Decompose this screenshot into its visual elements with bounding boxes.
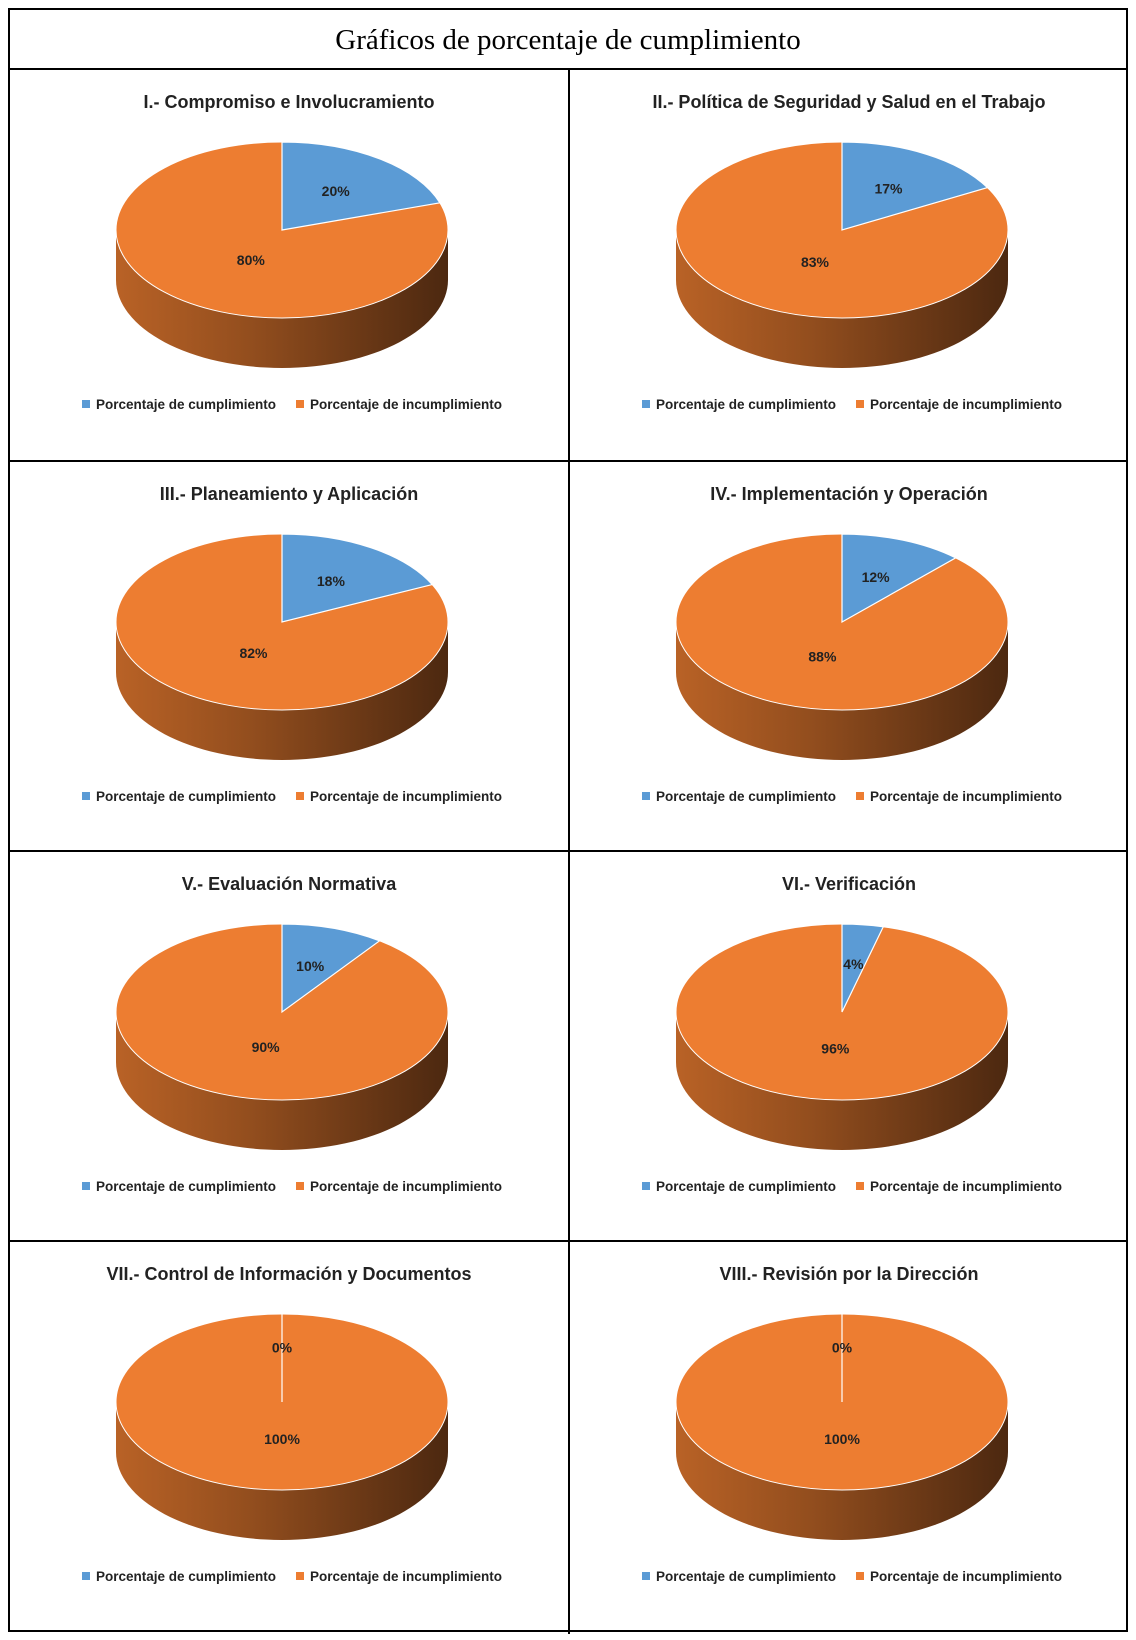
legend-swatch-incumplimiento [296, 792, 304, 800]
pie-slice-cumplimiento [841, 141, 989, 231]
legend-label-cumplimiento: Porcentaje de cumplimiento [656, 789, 836, 804]
legend-label-cumplimiento: Porcentaje de cumplimiento [96, 789, 276, 804]
pie-slice-cumplimiento [841, 533, 957, 624]
slice-label-cumplimiento: 12% [862, 569, 891, 585]
legend-label-incumplimiento: Porcentaje de incumplimiento [310, 1179, 502, 1194]
grid-divider-row-3 [10, 1240, 1126, 1242]
slice-label-incumplimiento: 90% [252, 1039, 281, 1055]
legend-swatch-incumplimiento [856, 792, 864, 800]
legend-swatch-cumplimiento [82, 400, 90, 408]
chart-title: III.- Planeamiento y Aplicación [160, 484, 418, 504]
legend-label-cumplimiento: Porcentaje de cumplimiento [96, 1569, 276, 1584]
chart-title: II.- Política de Seguridad y Salud en el… [652, 92, 1045, 112]
pie-chart-4: IV.- Implementación y Operación 12% 88% Por… [642, 484, 1062, 804]
legend-swatch-cumplimiento [642, 792, 650, 800]
chart-cell-5: V.- Evaluación Normativa 10% 90% Porcentaje… [10, 852, 568, 1242]
slice-label-cumplimiento: 17% [874, 180, 903, 196]
legend-swatch-incumplimiento [856, 1572, 864, 1580]
legend-swatch-cumplimiento [82, 1572, 90, 1580]
legend-swatch-cumplimiento [642, 1572, 650, 1580]
slice-label-incumplimiento: 100% [264, 1431, 300, 1447]
page-title: Gráficos de porcentaje de cumplimiento [10, 10, 1126, 70]
slice-label-cumplimiento: 0% [272, 1339, 293, 1355]
chart-cell-1: I.- Compromiso e Involucramiento 20% 80% Po… [10, 70, 568, 460]
legend-swatch-cumplimiento [82, 1182, 90, 1190]
pie-slice-cumplimiento [281, 533, 434, 623]
pie-chart-7: VII.- Control de Información y Documento… [82, 1264, 502, 1584]
legend-label-cumplimiento: Porcentaje de cumplimiento [656, 1569, 836, 1584]
legend-swatch-incumplimiento [856, 400, 864, 408]
slice-label-cumplimiento: 0% [832, 1339, 853, 1355]
grid-divider-vertical [568, 70, 570, 1634]
legend-label-cumplimiento: Porcentaje de cumplimiento [656, 397, 836, 412]
legend-swatch-incumplimiento [856, 1182, 864, 1190]
legend-label-incumplimiento: Porcentaje de incumplimiento [870, 1569, 1062, 1584]
slice-label-incumplimiento: 96% [821, 1041, 850, 1057]
chart-title: IV.- Implementación y Operación [710, 484, 987, 504]
slice-label-incumplimiento: 100% [824, 1431, 860, 1447]
legend-label-incumplimiento: Porcentaje de incumplimiento [870, 789, 1062, 804]
grid-divider-row-2 [10, 850, 1126, 852]
pie-slice-cumplimiento [281, 923, 381, 1014]
pie-slice-cumplimiento [841, 923, 885, 1013]
pie-side-wall [116, 1402, 448, 1540]
pie-slice-cumplimiento [281, 141, 441, 231]
legend-label-incumplimiento: Porcentaje de incumplimiento [870, 397, 1062, 412]
pie-chart-5: V.- Evaluación Normativa 10% 90% Porcentaje… [82, 874, 502, 1194]
legend-label-incumplimiento: Porcentaje de incumplimiento [870, 1179, 1062, 1194]
legend-swatch-cumplimiento [642, 400, 650, 408]
chart-title: VIII.- Revisión por la Dirección [719, 1264, 978, 1284]
legend-swatch-cumplimiento [82, 792, 90, 800]
legend-label-cumplimiento: Porcentaje de cumplimiento [656, 1179, 836, 1194]
slice-label-cumplimiento: 4% [843, 956, 864, 972]
chart-cell-2: II.- Política de Seguridad y Salud en el… [570, 70, 1128, 460]
chart-title: VII.- Control de Información y Documento… [106, 1264, 471, 1284]
chart-cell-7: VII.- Control de Información y Documento… [10, 1242, 568, 1632]
legend-swatch-incumplimiento [296, 400, 304, 408]
pie-side-wall [676, 1012, 1008, 1150]
slice-label-incumplimiento: 88% [808, 648, 837, 664]
legend-label-cumplimiento: Porcentaje de cumplimiento [96, 1179, 276, 1194]
legend-swatch-incumplimiento [296, 1572, 304, 1580]
grid-divider-row-1 [10, 460, 1126, 462]
pie-chart-3: III.- Planeamiento y Aplicación 18% 82% Por… [82, 484, 502, 804]
legend-label-incumplimiento: Porcentaje de incumplimiento [310, 789, 502, 804]
pie-chart-6: VI.- Verificación 4% 96% Porcentaje de cump… [642, 874, 1062, 1194]
slice-label-cumplimiento: 10% [296, 958, 325, 974]
slice-label-incumplimiento: 82% [239, 645, 268, 661]
pie-chart-8: VIII.- Revisión por la Dirección 0% 100% Po… [642, 1264, 1062, 1584]
chart-cell-6: VI.- Verificación 4% 96% Porcentaje de cump… [570, 852, 1128, 1242]
pie-chart-1: I.- Compromiso e Involucramiento 20% 80% Po… [82, 92, 502, 412]
legend-label-incumplimiento: Porcentaje de incumplimiento [310, 397, 502, 412]
chart-title: V.- Evaluación Normativa [182, 874, 397, 894]
pie-side-wall [676, 1402, 1008, 1540]
pie-side-wall [116, 622, 448, 760]
legend-swatch-incumplimiento [296, 1182, 304, 1190]
slice-label-incumplimiento: 80% [237, 252, 266, 268]
chart-cell-4: IV.- Implementación y Operación 12% 88% Por… [570, 462, 1128, 852]
slice-label-cumplimiento: 20% [322, 183, 351, 199]
legend-label-incumplimiento: Porcentaje de incumplimiento [310, 1569, 502, 1584]
pie-side-wall [676, 622, 1008, 760]
chart-title: VI.- Verificación [782, 874, 916, 894]
pie-side-wall [676, 230, 1008, 368]
pie-chart-2: II.- Política de Seguridad y Salud en el… [642, 92, 1062, 412]
legend-label-cumplimiento: Porcentaje de cumplimiento [96, 397, 276, 412]
chart-cell-8: VIII.- Revisión por la Dirección 0% 100% Po… [570, 1242, 1128, 1632]
slice-label-cumplimiento: 18% [317, 573, 346, 589]
chart-cell-3: III.- Planeamiento y Aplicación 18% 82% Por… [10, 462, 568, 852]
pie-side-wall [116, 1012, 448, 1150]
chart-title: I.- Compromiso e Involucramiento [143, 92, 434, 112]
pie-side-wall [116, 230, 448, 368]
chart-grid-frame: Gráficos de porcentaje de cumplimiento I… [8, 8, 1128, 1634]
slice-label-incumplimiento: 83% [801, 254, 830, 270]
legend-swatch-cumplimiento [642, 1182, 650, 1190]
